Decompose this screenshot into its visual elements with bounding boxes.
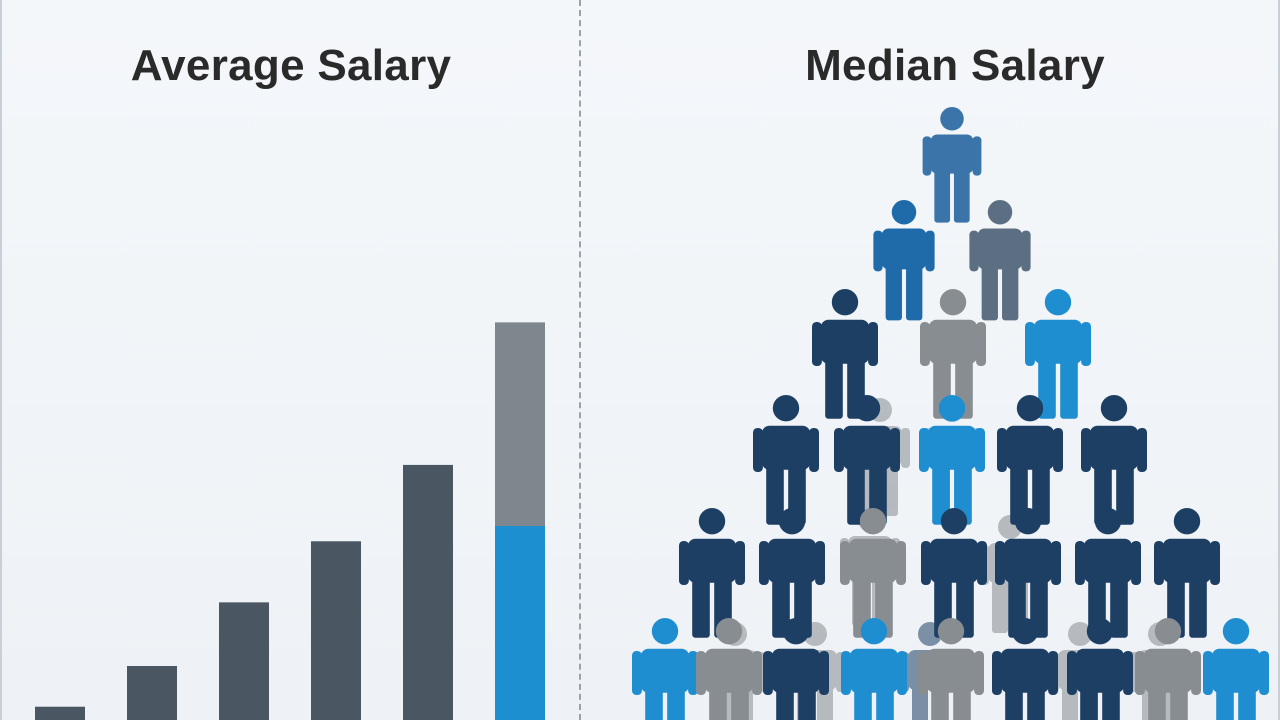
person-row3-3 (1025, 289, 1091, 419)
person-row4-3 (919, 395, 985, 525)
person-row6-5 (918, 618, 984, 720)
panel-divider (579, 0, 581, 720)
bar-1 (35, 706, 85, 720)
person-row4-5 (1081, 395, 1147, 525)
right-edge-line (1278, 0, 1280, 720)
bar-5 (403, 464, 453, 720)
person-row4-4 (997, 395, 1063, 525)
median-salary-title: Median Salary (805, 41, 1105, 90)
person-row5-6 (1075, 508, 1141, 638)
bar-2 (127, 666, 177, 720)
bar-6 (495, 526, 545, 720)
person-row6-2 (696, 618, 762, 720)
person-row6-3 (763, 618, 829, 720)
person-row5-7 (1154, 508, 1220, 638)
bar-6-upper (495, 322, 545, 526)
average-salary-bars (35, 322, 545, 720)
left-edge-line (0, 0, 2, 720)
bar-3 (219, 602, 269, 720)
person-row5-4 (921, 508, 987, 638)
person-row6-9 (1203, 618, 1269, 720)
average-salary-title: Average Salary (130, 41, 452, 90)
median-salary-pictogram (632, 107, 1269, 720)
person-row6-7 (1067, 618, 1133, 720)
person-row3-1 (812, 289, 878, 419)
bar-4 (311, 541, 361, 720)
person-row1-1 (922, 107, 982, 223)
person-row4-1 (753, 395, 819, 525)
person-row5-2 (759, 508, 825, 638)
person-row4-2 (834, 395, 900, 525)
person-row6-1 (632, 618, 698, 720)
person-row6-8 (1135, 618, 1201, 720)
person-row6-6 (992, 618, 1058, 720)
person-row6-4 (841, 618, 907, 720)
person-row2-1 (873, 200, 935, 321)
person-row5-1 (679, 508, 745, 638)
person-row2-2 (969, 200, 1031, 321)
person-row5-3 (840, 508, 906, 638)
